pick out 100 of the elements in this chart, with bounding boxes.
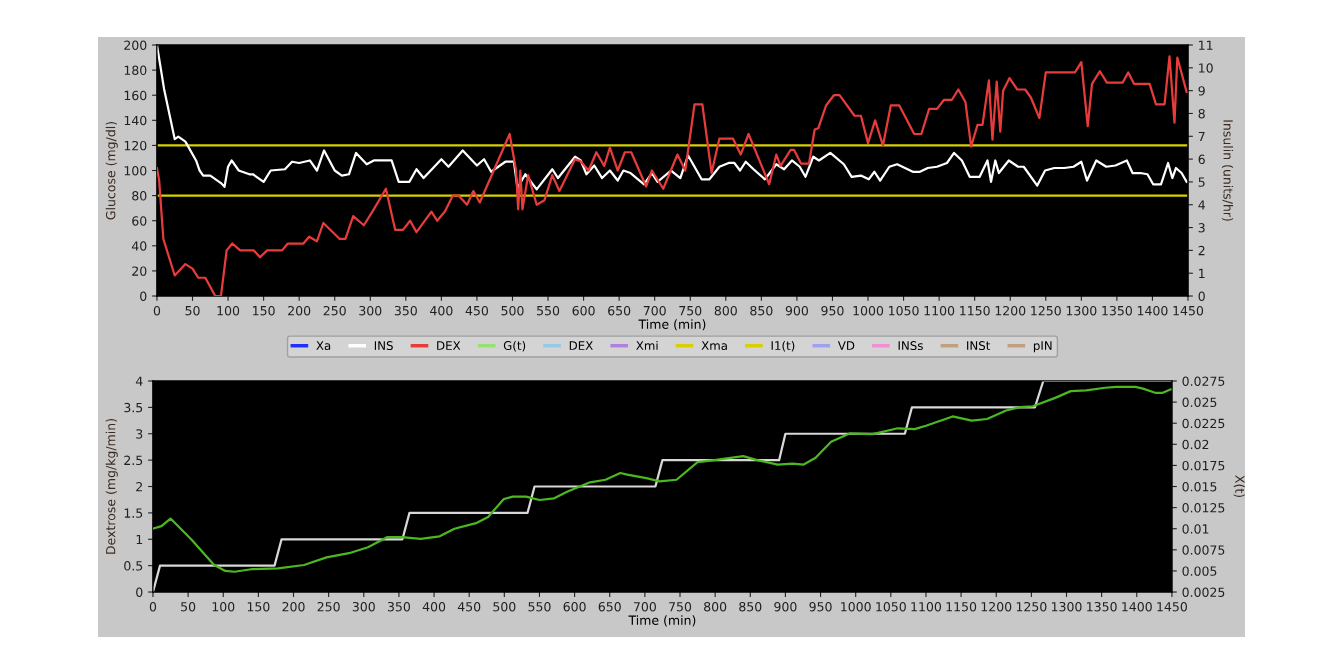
x-tick-label: 1050 bbox=[889, 305, 919, 316]
x-tick-label: 1000 bbox=[853, 305, 884, 316]
x-tick-label: 1000 bbox=[841, 601, 871, 612]
y-tick-label: 120 bbox=[124, 140, 147, 151]
x-tick-label: 550 bbox=[537, 305, 560, 316]
x-tick-label: 600 bbox=[563, 601, 586, 612]
x-tick-label: 50 bbox=[185, 305, 200, 316]
x-tick-label: 900 bbox=[785, 305, 809, 316]
y-tick-label: 100 bbox=[124, 165, 147, 176]
y2-axis-title: X(t) bbox=[1233, 475, 1245, 498]
x-tick-label: 1200 bbox=[995, 305, 1026, 316]
y2-tick-label: 9 bbox=[1198, 86, 1205, 96]
y2-tick-label: 0.0125 bbox=[1182, 503, 1225, 513]
legend-label: Xma bbox=[701, 341, 727, 351]
y-tick-label: 1 bbox=[136, 534, 143, 545]
x-tick-label: 1300 bbox=[1051, 601, 1082, 612]
x-tick-label: 650 bbox=[598, 601, 621, 612]
y-tick-label: 2.5 bbox=[124, 455, 143, 466]
x-tick-label: 950 bbox=[821, 305, 844, 316]
x-tick-label: 850 bbox=[739, 601, 762, 612]
x-tick-label: 700 bbox=[643, 305, 666, 316]
y-tick-label: 20 bbox=[132, 266, 147, 276]
x-tick-label: 200 bbox=[288, 305, 311, 316]
y-tick-label: 0.5 bbox=[124, 561, 143, 571]
y2-tick-label: 0.02 bbox=[1182, 439, 1209, 450]
x-tick-label: 250 bbox=[317, 601, 340, 612]
x-tick-label: 450 bbox=[457, 601, 481, 612]
x-tick-label: 100 bbox=[212, 601, 235, 612]
y2-tick-label: 3 bbox=[1198, 223, 1205, 233]
x-tick-label: 500 bbox=[501, 305, 524, 316]
y2-tick-label: 7 bbox=[1198, 131, 1205, 142]
x-tick-label: 400 bbox=[430, 305, 453, 316]
legend-label: Xmi bbox=[636, 340, 658, 350]
x-tick-label: 1050 bbox=[876, 601, 906, 612]
x-tick-label: 300 bbox=[352, 601, 375, 612]
legend-label: INSt bbox=[967, 341, 991, 351]
y2-tick-label: 1 bbox=[1199, 268, 1205, 278]
y-axis-title: Glucose (mg/dl) bbox=[105, 121, 118, 220]
y2-tick-label: 0.0075 bbox=[1182, 545, 1225, 555]
x-tick-label: 150 bbox=[247, 601, 270, 612]
legend-label: DEX bbox=[569, 341, 593, 350]
x-tick-label: 1150 bbox=[960, 305, 990, 316]
y2-tick-label: 8 bbox=[1198, 108, 1205, 119]
y2-tick-label: 6 bbox=[1198, 154, 1205, 165]
x-tick-label: 400 bbox=[422, 601, 446, 612]
y2-tick-label: 2 bbox=[1198, 245, 1205, 256]
x-tick-label: 1350 bbox=[1102, 305, 1132, 316]
x-tick-label: 350 bbox=[394, 305, 417, 316]
x-tick-label: 250 bbox=[323, 305, 346, 316]
x-tick-label: 100 bbox=[217, 305, 240, 316]
y-tick-label: 140 bbox=[124, 115, 147, 126]
legend-label: INS bbox=[374, 341, 393, 351]
x-tick-label: 700 bbox=[633, 601, 656, 612]
x-tick-label: 50 bbox=[181, 601, 196, 612]
y2-tick-label: 5 bbox=[1198, 177, 1205, 187]
y2-tick-label: 11 bbox=[1199, 40, 1213, 50]
y-tick-label: 0 bbox=[140, 291, 147, 301]
legend-label: G(t) bbox=[503, 340, 526, 352]
y-tick-label: 2 bbox=[136, 481, 142, 492]
y2-tick-label: 4 bbox=[1198, 200, 1205, 210]
x-tick-label: 900 bbox=[774, 601, 797, 612]
x-tick-label: 1350 bbox=[1087, 601, 1117, 612]
y2-axis-title: Insulin (units/hr) bbox=[1221, 120, 1234, 221]
y2-tick-label: 0.0025 bbox=[1182, 587, 1225, 597]
x-tick-label: 1100 bbox=[911, 601, 942, 612]
x-tick-label: 800 bbox=[714, 305, 737, 316]
y-tick-label: 3.5 bbox=[124, 402, 143, 413]
y2-tick-label: 0.0275 bbox=[1182, 376, 1225, 386]
x-tick-label: 950 bbox=[809, 601, 832, 612]
y2-tick-label: 0 bbox=[1198, 291, 1205, 301]
x-tick-label: 500 bbox=[493, 601, 516, 612]
y-tick-label: 3 bbox=[136, 429, 143, 439]
x-tick-label: 1200 bbox=[981, 601, 1012, 612]
y2-tick-label: 0.01 bbox=[1182, 524, 1209, 534]
legend-label: DEX bbox=[437, 341, 461, 350]
y-tick-label: 1.5 bbox=[124, 508, 143, 518]
x-tick-label: 0 bbox=[149, 601, 157, 612]
x-tick-label: 200 bbox=[282, 601, 305, 612]
x-tick-label: 1300 bbox=[1066, 305, 1097, 316]
x-axis-title: Time (min) bbox=[628, 615, 696, 627]
x-tick-label: 750 bbox=[679, 305, 702, 316]
x-tick-label: 750 bbox=[669, 601, 692, 612]
x-tick-label: 1450 bbox=[1157, 601, 1187, 612]
y-tick-label: 0 bbox=[136, 587, 143, 597]
legend-label: INSs bbox=[898, 341, 923, 351]
x-tick-label: 800 bbox=[704, 601, 727, 612]
y-tick-label: 180 bbox=[124, 65, 147, 76]
y-tick-label: 200 bbox=[124, 40, 147, 50]
x-tick-label: 1100 bbox=[924, 305, 955, 316]
legend-label: Xa bbox=[316, 341, 331, 351]
x-tick-label: 600 bbox=[572, 305, 595, 316]
y-tick-label: 40 bbox=[131, 241, 147, 251]
x-tick-label: 300 bbox=[359, 305, 382, 316]
y-tick-label: 160 bbox=[124, 90, 147, 101]
x-tick-label: 150 bbox=[253, 305, 275, 316]
y-tick-label: 60 bbox=[132, 216, 147, 226]
y-tick-label: 80 bbox=[132, 191, 147, 201]
y2-tick-label: 0.025 bbox=[1182, 397, 1217, 408]
x-tick-label: 850 bbox=[750, 305, 773, 316]
x-tick-label: 1450 bbox=[1173, 305, 1204, 316]
